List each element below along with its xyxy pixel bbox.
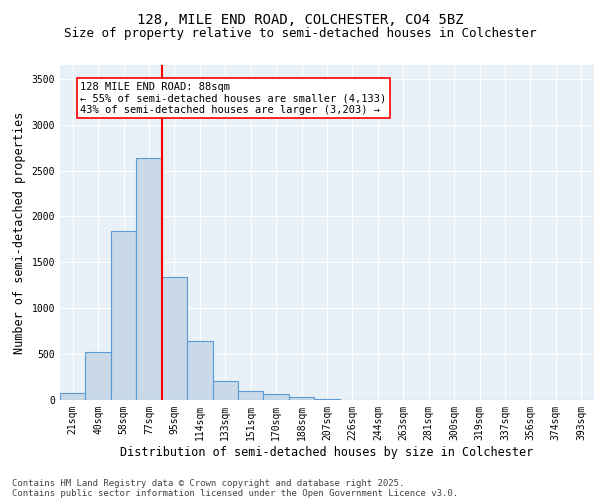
Text: Contains HM Land Registry data © Crown copyright and database right 2025.: Contains HM Land Registry data © Crown c… xyxy=(12,478,404,488)
Bar xyxy=(85,352,111,400)
Text: Size of property relative to semi-detached houses in Colchester: Size of property relative to semi-detach… xyxy=(64,28,536,40)
Bar xyxy=(289,397,314,400)
Bar xyxy=(263,394,289,400)
Bar xyxy=(111,231,136,400)
Bar xyxy=(136,158,162,400)
Text: 128, MILE END ROAD, COLCHESTER, CO4 5BZ: 128, MILE END ROAD, COLCHESTER, CO4 5BZ xyxy=(137,12,463,26)
Bar xyxy=(60,393,85,400)
Bar xyxy=(187,342,212,400)
Bar xyxy=(212,380,238,400)
Bar xyxy=(238,391,263,400)
Text: 128 MILE END ROAD: 88sqm
← 55% of semi-detached houses are smaller (4,133)
43% o: 128 MILE END ROAD: 88sqm ← 55% of semi-d… xyxy=(80,82,386,114)
Text: Contains public sector information licensed under the Open Government Licence v3: Contains public sector information licen… xyxy=(12,488,458,498)
Y-axis label: Number of semi-detached properties: Number of semi-detached properties xyxy=(13,112,26,354)
X-axis label: Distribution of semi-detached houses by size in Colchester: Distribution of semi-detached houses by … xyxy=(121,446,533,458)
Bar xyxy=(162,277,187,400)
Bar xyxy=(314,398,340,400)
